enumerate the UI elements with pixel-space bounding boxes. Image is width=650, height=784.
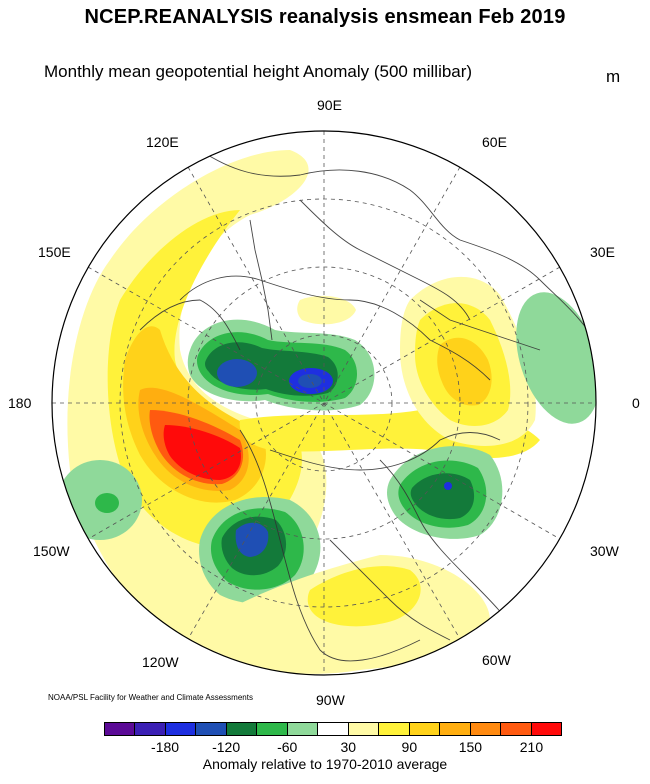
colorbar-cell (501, 723, 532, 735)
map-subtitle: Monthly mean geopotential height Anomaly… (44, 62, 473, 81)
colorbar-cell (470, 723, 502, 735)
colorbar-cell (257, 723, 288, 735)
colorbar-cell (226, 723, 258, 735)
anomaly-region-yellow-small (297, 295, 356, 325)
anomaly-contours (58, 150, 596, 674)
coastlines (139, 149, 596, 662)
lon-label-60e: 60E (482, 134, 507, 150)
colorbar-tick-label: -120 (212, 739, 241, 755)
colorbar-cell (531, 723, 562, 735)
colorbar-tick-label: 90 (401, 739, 418, 755)
lon-label-0: 0 (632, 395, 640, 411)
anomaly-region-lightgreen-europe (516, 292, 596, 424)
colorbar-tick-label: 30 (340, 739, 357, 755)
map-boundary (51, 130, 597, 676)
colorbar (104, 722, 562, 736)
credit-text: NOAA/PSL Facility for Weather and Climat… (48, 693, 253, 702)
anomaly-region-blue-namerica (235, 522, 269, 557)
lon-label-30w: 30W (590, 543, 619, 559)
anomaly-region-yellow-south (307, 566, 421, 627)
anomaly-region-blue-atlantic (444, 482, 452, 490)
colorbar-cell (379, 723, 410, 735)
colorbar-cell (440, 723, 471, 735)
anomaly-region-darkgreen-atlantic (410, 473, 475, 520)
anomaly-region-blue-arctic-west (217, 359, 257, 387)
map-title: NCEP.REANALYSIS reanalysis ensmean Feb 2… (84, 6, 566, 28)
anomaly-region-red-pacific (163, 425, 242, 480)
colorbar-tick-label: -180 (151, 739, 180, 755)
colorbar-cell (135, 723, 166, 735)
colorbar-cell (318, 723, 349, 735)
lon-label-150w: 150W (33, 543, 70, 559)
anomaly-region-blue-arctic-core (298, 374, 322, 388)
lon-label-90w: 90W (316, 692, 345, 708)
lon-label-90e: 90E (317, 97, 342, 113)
colorbar-cell (196, 723, 227, 735)
lon-label-60w: 60W (482, 652, 511, 668)
colorbar-tick-label: 210 (519, 739, 544, 755)
graticule (52, 131, 596, 675)
colorbar-cell (287, 723, 319, 735)
colorbar-cell (348, 723, 380, 735)
lon-label-150e: 150E (38, 244, 71, 260)
lon-label-120w: 120W (142, 654, 179, 670)
colorbar-tick-label: -60 (277, 739, 298, 755)
colorbar-cell (409, 723, 441, 735)
anomaly-region-green-pacific (95, 493, 119, 513)
units-label: m (606, 67, 621, 86)
lon-label-120e: 120E (146, 134, 179, 150)
colorbar-cell (105, 723, 136, 735)
lon-label-180: 180 (8, 395, 32, 411)
colorbar-tick-label: 150 (458, 739, 483, 755)
lon-label-30e: 30E (590, 244, 615, 260)
anomaly-region-gold-eurasia (437, 337, 492, 406)
colorbar-cell (165, 723, 197, 735)
colorbar-caption: Anomaly relative to 1970-2010 average (202, 756, 448, 772)
